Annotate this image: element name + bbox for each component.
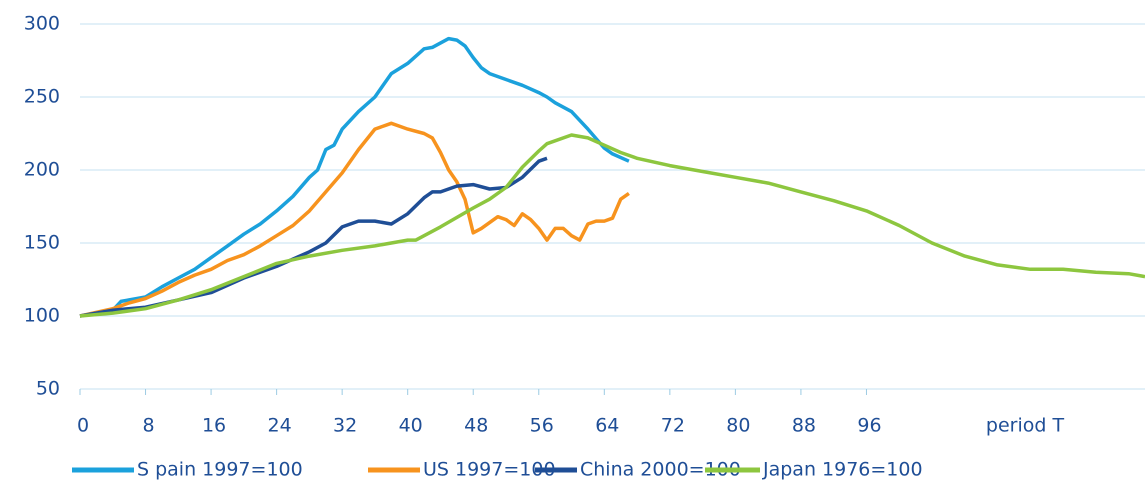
x-tick-label: 64 [595, 415, 619, 437]
x-tick-label: 96 [857, 415, 881, 437]
legend-label: US 1997=100 [423, 459, 556, 481]
line [79, 156, 548, 318]
line [79, 36, 630, 318]
x-tick-label: 56 [530, 415, 554, 437]
x-tick-label: 16 [202, 415, 226, 437]
legend-label: China 2000=100 [580, 459, 741, 481]
y-tick-label: 250 [24, 86, 60, 108]
line [79, 121, 630, 318]
y-tick-label: 150 [24, 232, 60, 254]
x-tick-label: 80 [726, 415, 750, 437]
x-tick-label: 88 [792, 415, 816, 437]
y-tick-label: 100 [24, 305, 60, 327]
x-tick-label: 8 [142, 415, 154, 437]
y-tick-label: 300 [24, 13, 60, 35]
y-tick-label: 50 [36, 378, 60, 400]
x-axis-label: period T [986, 415, 1065, 437]
x-tick-label: 24 [268, 415, 292, 437]
x-tick-label: 32 [333, 415, 357, 437]
x-tick-label: 40 [399, 415, 423, 437]
legend-label: Japan 1976=100 [762, 459, 923, 481]
line [79, 133, 1145, 318]
x-tick-label: 72 [661, 415, 685, 437]
x-tick-label: 48 [464, 415, 488, 437]
x-tick-label: 0 [77, 415, 89, 437]
legend-label: S pain 1997=100 [137, 459, 303, 481]
y-tick-label: 200 [24, 159, 60, 181]
